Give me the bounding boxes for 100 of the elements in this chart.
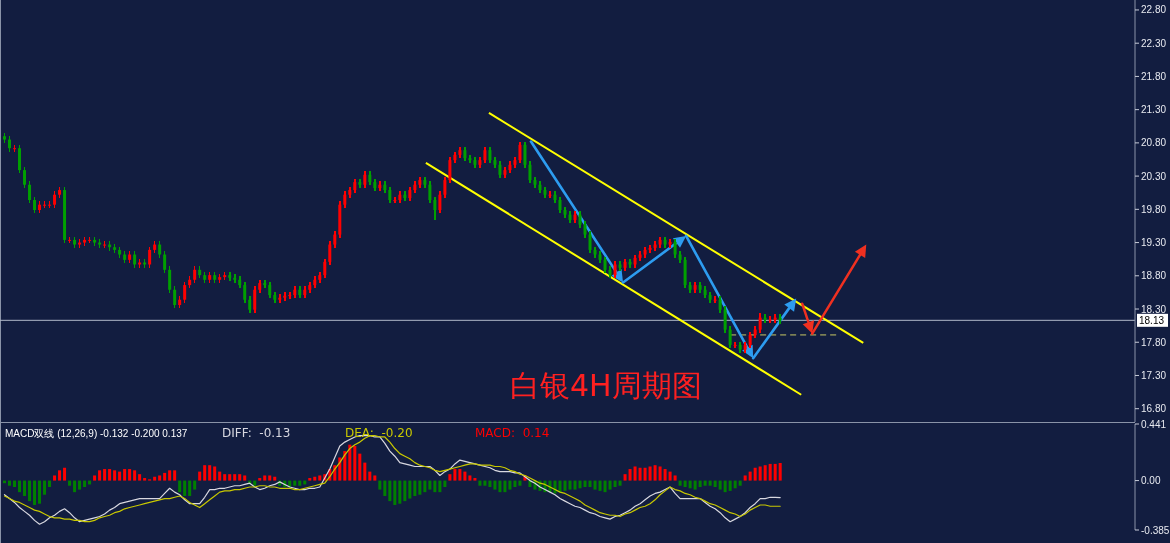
bar bbox=[613, 480, 617, 488]
bar bbox=[348, 444, 352, 481]
bar bbox=[358, 453, 362, 481]
bar bbox=[603, 480, 607, 493]
y-tick-label: 16.80 bbox=[1141, 403, 1167, 415]
bar bbox=[428, 480, 432, 490]
bar bbox=[373, 475, 377, 481]
bar bbox=[473, 478, 477, 481]
bar bbox=[738, 480, 742, 486]
bar bbox=[758, 466, 762, 481]
y-tick-label: 17.30 bbox=[1141, 369, 1167, 381]
bar bbox=[678, 480, 682, 486]
bar bbox=[568, 480, 572, 490]
bar bbox=[683, 480, 687, 488]
bar bbox=[293, 480, 297, 486]
bar bbox=[618, 480, 622, 486]
annotation: DIFF: -0.13 bbox=[222, 426, 291, 440]
candlestick bbox=[3, 132, 6, 144]
bar bbox=[453, 469, 457, 481]
bar bbox=[298, 480, 302, 486]
bar bbox=[598, 480, 602, 491]
bar bbox=[493, 480, 497, 490]
candlestick bbox=[148, 245, 152, 269]
bar bbox=[478, 480, 482, 486]
bar bbox=[213, 466, 217, 481]
bar bbox=[383, 480, 387, 496]
bar bbox=[698, 480, 702, 488]
y-tick-label: 19.30 bbox=[1141, 237, 1167, 249]
bar bbox=[418, 480, 422, 495]
bar bbox=[498, 480, 502, 493]
candlestick bbox=[773, 313, 777, 324]
bar bbox=[388, 480, 392, 502]
bar bbox=[203, 465, 207, 481]
bar bbox=[8, 480, 12, 486]
bar bbox=[183, 480, 187, 496]
bar bbox=[483, 480, 487, 486]
bar bbox=[423, 480, 427, 493]
bar bbox=[463, 471, 467, 481]
y-tick-label: 18.30 bbox=[1141, 303, 1167, 315]
bar bbox=[693, 480, 697, 490]
bar bbox=[173, 470, 177, 481]
candlestick bbox=[428, 180, 432, 205]
bar bbox=[508, 480, 512, 490]
bar bbox=[643, 467, 647, 481]
candlestick bbox=[518, 140, 522, 165]
candlestick bbox=[328, 240, 332, 266]
bar bbox=[378, 480, 382, 490]
bar bbox=[578, 480, 582, 489]
ref-line-label: 18.13 bbox=[1139, 314, 1165, 326]
y-tick-label: 0.441 bbox=[1141, 418, 1167, 430]
candlestick bbox=[433, 195, 437, 221]
bar bbox=[38, 480, 42, 504]
bar bbox=[103, 469, 107, 481]
candlestick bbox=[548, 190, 552, 199]
bar bbox=[363, 462, 367, 481]
bar bbox=[588, 480, 592, 488]
candlestick bbox=[28, 180, 32, 205]
bar bbox=[773, 463, 777, 481]
bar bbox=[313, 476, 317, 481]
bar bbox=[688, 480, 692, 489]
candlestick bbox=[763, 313, 767, 324]
bar bbox=[778, 463, 782, 481]
bar bbox=[18, 480, 22, 493]
bar bbox=[13, 480, 17, 488]
bar bbox=[723, 480, 727, 493]
bar bbox=[638, 467, 642, 481]
annotation: MACD: 0.14 bbox=[475, 426, 550, 440]
bar bbox=[308, 478, 312, 481]
bar bbox=[63, 467, 67, 481]
bar bbox=[158, 475, 162, 481]
bar bbox=[403, 480, 407, 502]
bar bbox=[413, 480, 417, 496]
candlestick bbox=[163, 250, 167, 274]
candlestick bbox=[233, 273, 237, 284]
bar bbox=[273, 476, 277, 481]
bar bbox=[658, 466, 662, 481]
bar bbox=[608, 480, 612, 490]
bar bbox=[343, 451, 347, 481]
candlestick bbox=[323, 257, 327, 280]
candlestick bbox=[443, 175, 447, 199]
bar bbox=[223, 474, 227, 481]
candlestick bbox=[393, 195, 397, 205]
bar bbox=[628, 469, 632, 481]
candlestick bbox=[183, 280, 187, 304]
candlestick bbox=[283, 291, 287, 302]
bar bbox=[133, 470, 137, 481]
bar bbox=[593, 480, 597, 490]
bar bbox=[353, 445, 357, 481]
candlestick bbox=[168, 265, 172, 294]
bar bbox=[753, 467, 757, 481]
candlestick bbox=[728, 325, 732, 350]
bar bbox=[138, 474, 142, 481]
bar bbox=[368, 471, 372, 481]
bar bbox=[243, 475, 247, 481]
bar bbox=[98, 470, 102, 481]
candlestick bbox=[18, 144, 22, 175]
bar bbox=[623, 474, 627, 481]
bar bbox=[253, 480, 257, 486]
y-tick-label: 17.80 bbox=[1141, 336, 1167, 348]
candlestick bbox=[528, 160, 532, 185]
